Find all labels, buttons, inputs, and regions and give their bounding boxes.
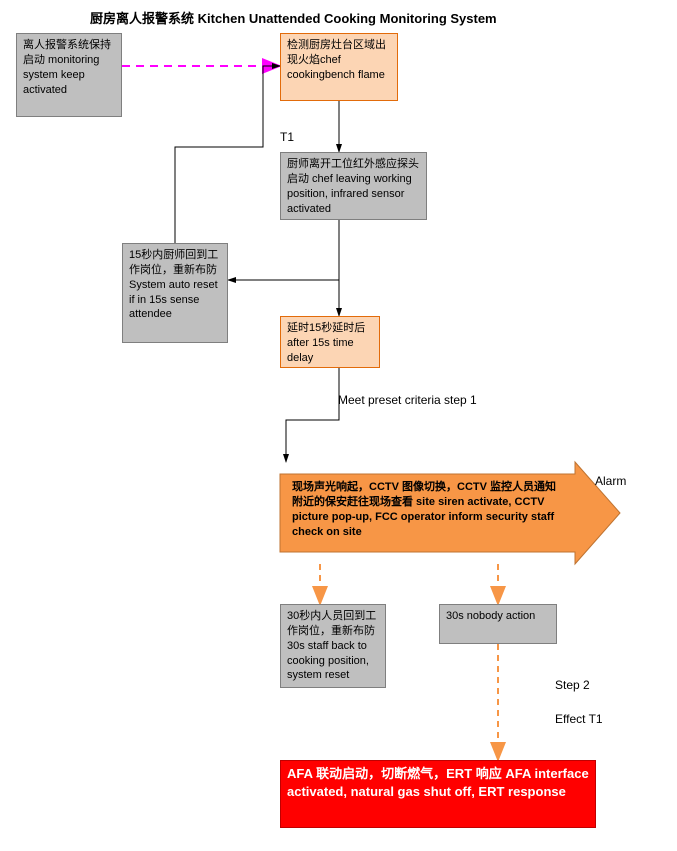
flow-node-n1: 离人报警系统保持启动 monitoring system keep activa… xyxy=(16,33,122,117)
flow-node-n8: 30s nobody action xyxy=(439,604,557,644)
flow-node-n4: 15秒内厨师回到工作岗位，重新布防 System auto reset if i… xyxy=(122,243,228,343)
flow-node-n2: 检测厨房灶台区域出现火焰chef cookingbench flame xyxy=(280,33,398,101)
label-t1: T1 xyxy=(280,130,294,144)
diagram-title: 厨房离人报警系统 Kitchen Unattended Cooking Moni… xyxy=(90,8,497,27)
edge-5 xyxy=(286,368,339,462)
label-effect: Effect T1 xyxy=(555,712,603,726)
edge-4 xyxy=(175,66,280,243)
alarm-arrow-text: 现场声光响起，CCTV 图像切换，CCTV 监控人员通知附近的保安赶往现场查看 … xyxy=(286,476,569,550)
flow-node-n5: 延时15秒延时后 after 15s time delay xyxy=(280,316,380,368)
label-meet: Meet preset criteria step 1 xyxy=(338,393,477,407)
flow-node-n9: AFA 联动启动，切断燃气，ERT 响应 AFA interface activ… xyxy=(280,760,596,828)
flow-node-n3: 厨师离开工位红外感应探头启动 chef leaving working posi… xyxy=(280,152,427,220)
label-step2: Step 2 xyxy=(555,678,590,692)
flow-node-n7: 30秒内人员回到工作岗位，重新布防 30s staff back to cook… xyxy=(280,604,386,688)
label-alarm: Alarm xyxy=(595,474,626,488)
